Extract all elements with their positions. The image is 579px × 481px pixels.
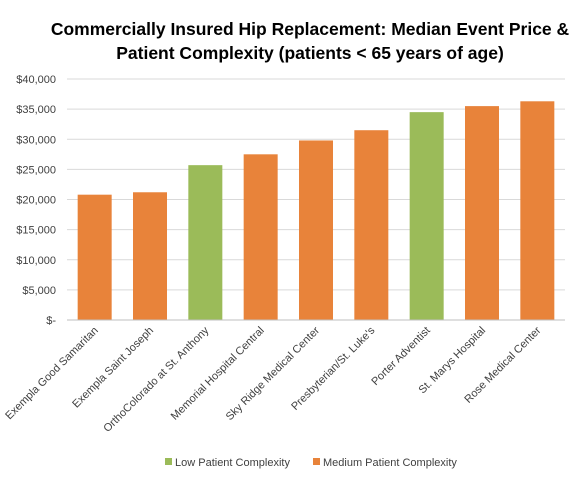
chart-title-line-1: Commercially Insured Hip Replacement: Me… (51, 19, 570, 39)
y-tick-label: $20,000 (16, 195, 56, 207)
x-tick-label: OrthoColorado at St. Anthony (101, 324, 211, 434)
chart-title: Commercially Insured Hip Replacement: Me… (51, 19, 570, 63)
y-tick-label: $30,000 (16, 134, 56, 146)
y-tick-label: $40,000 (16, 74, 56, 86)
x-tick-label: Sky Ridge Medical Center (224, 324, 323, 423)
chart-title-line-2: Patient Complexity (patients < 65 years … (116, 43, 504, 63)
y-tick-label: $35,000 (16, 104, 56, 116)
x-tick-label: Exempla Good Samaritan (3, 325, 101, 423)
y-tick-label: $15,000 (16, 225, 56, 237)
bar-7 (409, 112, 444, 320)
bar-1 (77, 194, 112, 320)
x-tick-label: Porter Adventist (369, 325, 432, 388)
legend-label: Medium Patient Complexity (323, 457, 457, 469)
bar-6 (354, 130, 389, 320)
legend: Low Patient Complexity Medium Patient Com… (165, 457, 457, 469)
bar-8 (465, 106, 499, 320)
legend-swatch (165, 458, 172, 465)
legend-label: Low Patient Complexity (175, 457, 290, 469)
y-tick-label: $10,000 (16, 255, 56, 267)
bar-4 (243, 154, 278, 320)
legend-item-medium: Medium Patient Complexity (313, 457, 457, 469)
bars (77, 101, 555, 320)
bar-9 (520, 101, 555, 320)
bar-3 (188, 165, 223, 320)
y-tick-label: $5,000 (22, 285, 56, 297)
bar-5 (299, 140, 333, 320)
legend-swatch (313, 458, 320, 465)
y-tick-label: $25,000 (16, 164, 56, 176)
y-axis-ticks: $- $5,000 $10,000 $15,000 $20,000 $25,000 $30,… (16, 74, 56, 327)
x-tick-label: Memorial Hospital Central (169, 325, 267, 423)
legend-item-low: Low Patient Complexity (165, 457, 290, 469)
y-tick-label: $- (46, 315, 56, 327)
bar-2 (133, 192, 167, 320)
